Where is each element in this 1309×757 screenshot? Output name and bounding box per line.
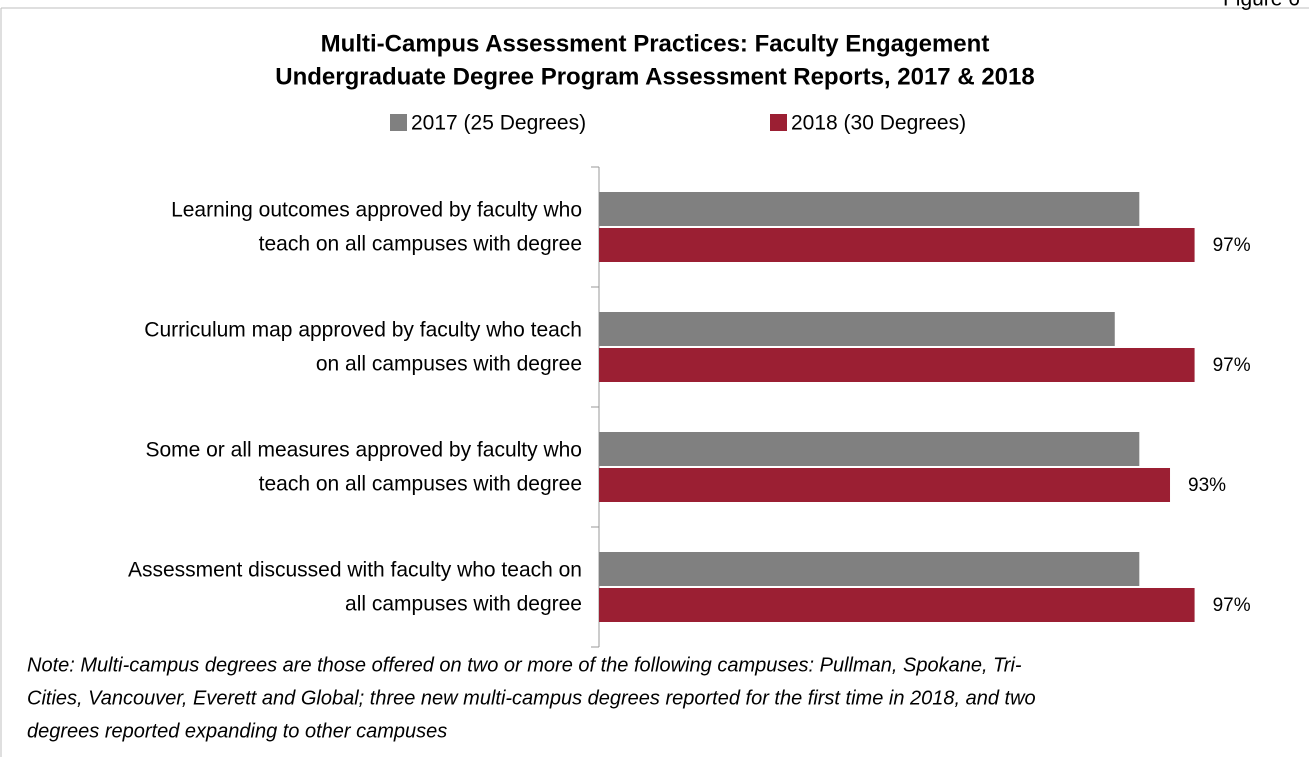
category-label: teach on all campuses with degree bbox=[259, 233, 582, 256]
legend-label: 2018 (30 Degrees) bbox=[791, 112, 966, 135]
category-label: Curriculum map approved by faculty who t… bbox=[144, 319, 582, 342]
legend-swatch bbox=[390, 114, 407, 131]
chart-title: Multi-Campus Assessment Practices: Facul… bbox=[321, 30, 990, 57]
bar bbox=[599, 432, 1140, 466]
note: Note: Multi-campus degrees are those off… bbox=[27, 654, 1022, 676]
chart-title: Undergraduate Degree Program Assessment … bbox=[275, 63, 1034, 90]
bar bbox=[599, 192, 1140, 226]
legend-label: 2017 (25 Degrees) bbox=[411, 112, 586, 135]
bar bbox=[599, 552, 1140, 586]
bar bbox=[599, 588, 1195, 622]
data-label: 93% bbox=[1188, 475, 1226, 496]
legend-swatch bbox=[770, 114, 787, 131]
category-label: Assessment discussed with faculty who te… bbox=[128, 559, 582, 582]
category-label: teach on all campuses with degree bbox=[259, 473, 582, 496]
note: degrees reported expanding to other camp… bbox=[27, 720, 447, 742]
category-label: all campuses with degree bbox=[345, 593, 582, 616]
bar bbox=[599, 312, 1115, 346]
category-label: Some or all measures approved by faculty… bbox=[145, 439, 582, 462]
bar bbox=[599, 468, 1171, 502]
figure-label: Figure 6 bbox=[1223, 0, 1300, 11]
category-label: Learning outcomes approved by faculty wh… bbox=[171, 199, 582, 222]
data-label: 97% bbox=[1213, 595, 1251, 616]
data-label: 97% bbox=[1213, 355, 1251, 376]
note: Cities, Vancouver, Everett and Global; t… bbox=[27, 687, 1036, 709]
bar bbox=[599, 348, 1195, 382]
data-label: 97% bbox=[1213, 235, 1251, 256]
bar bbox=[599, 228, 1195, 262]
category-label: on all campuses with degree bbox=[316, 353, 582, 376]
